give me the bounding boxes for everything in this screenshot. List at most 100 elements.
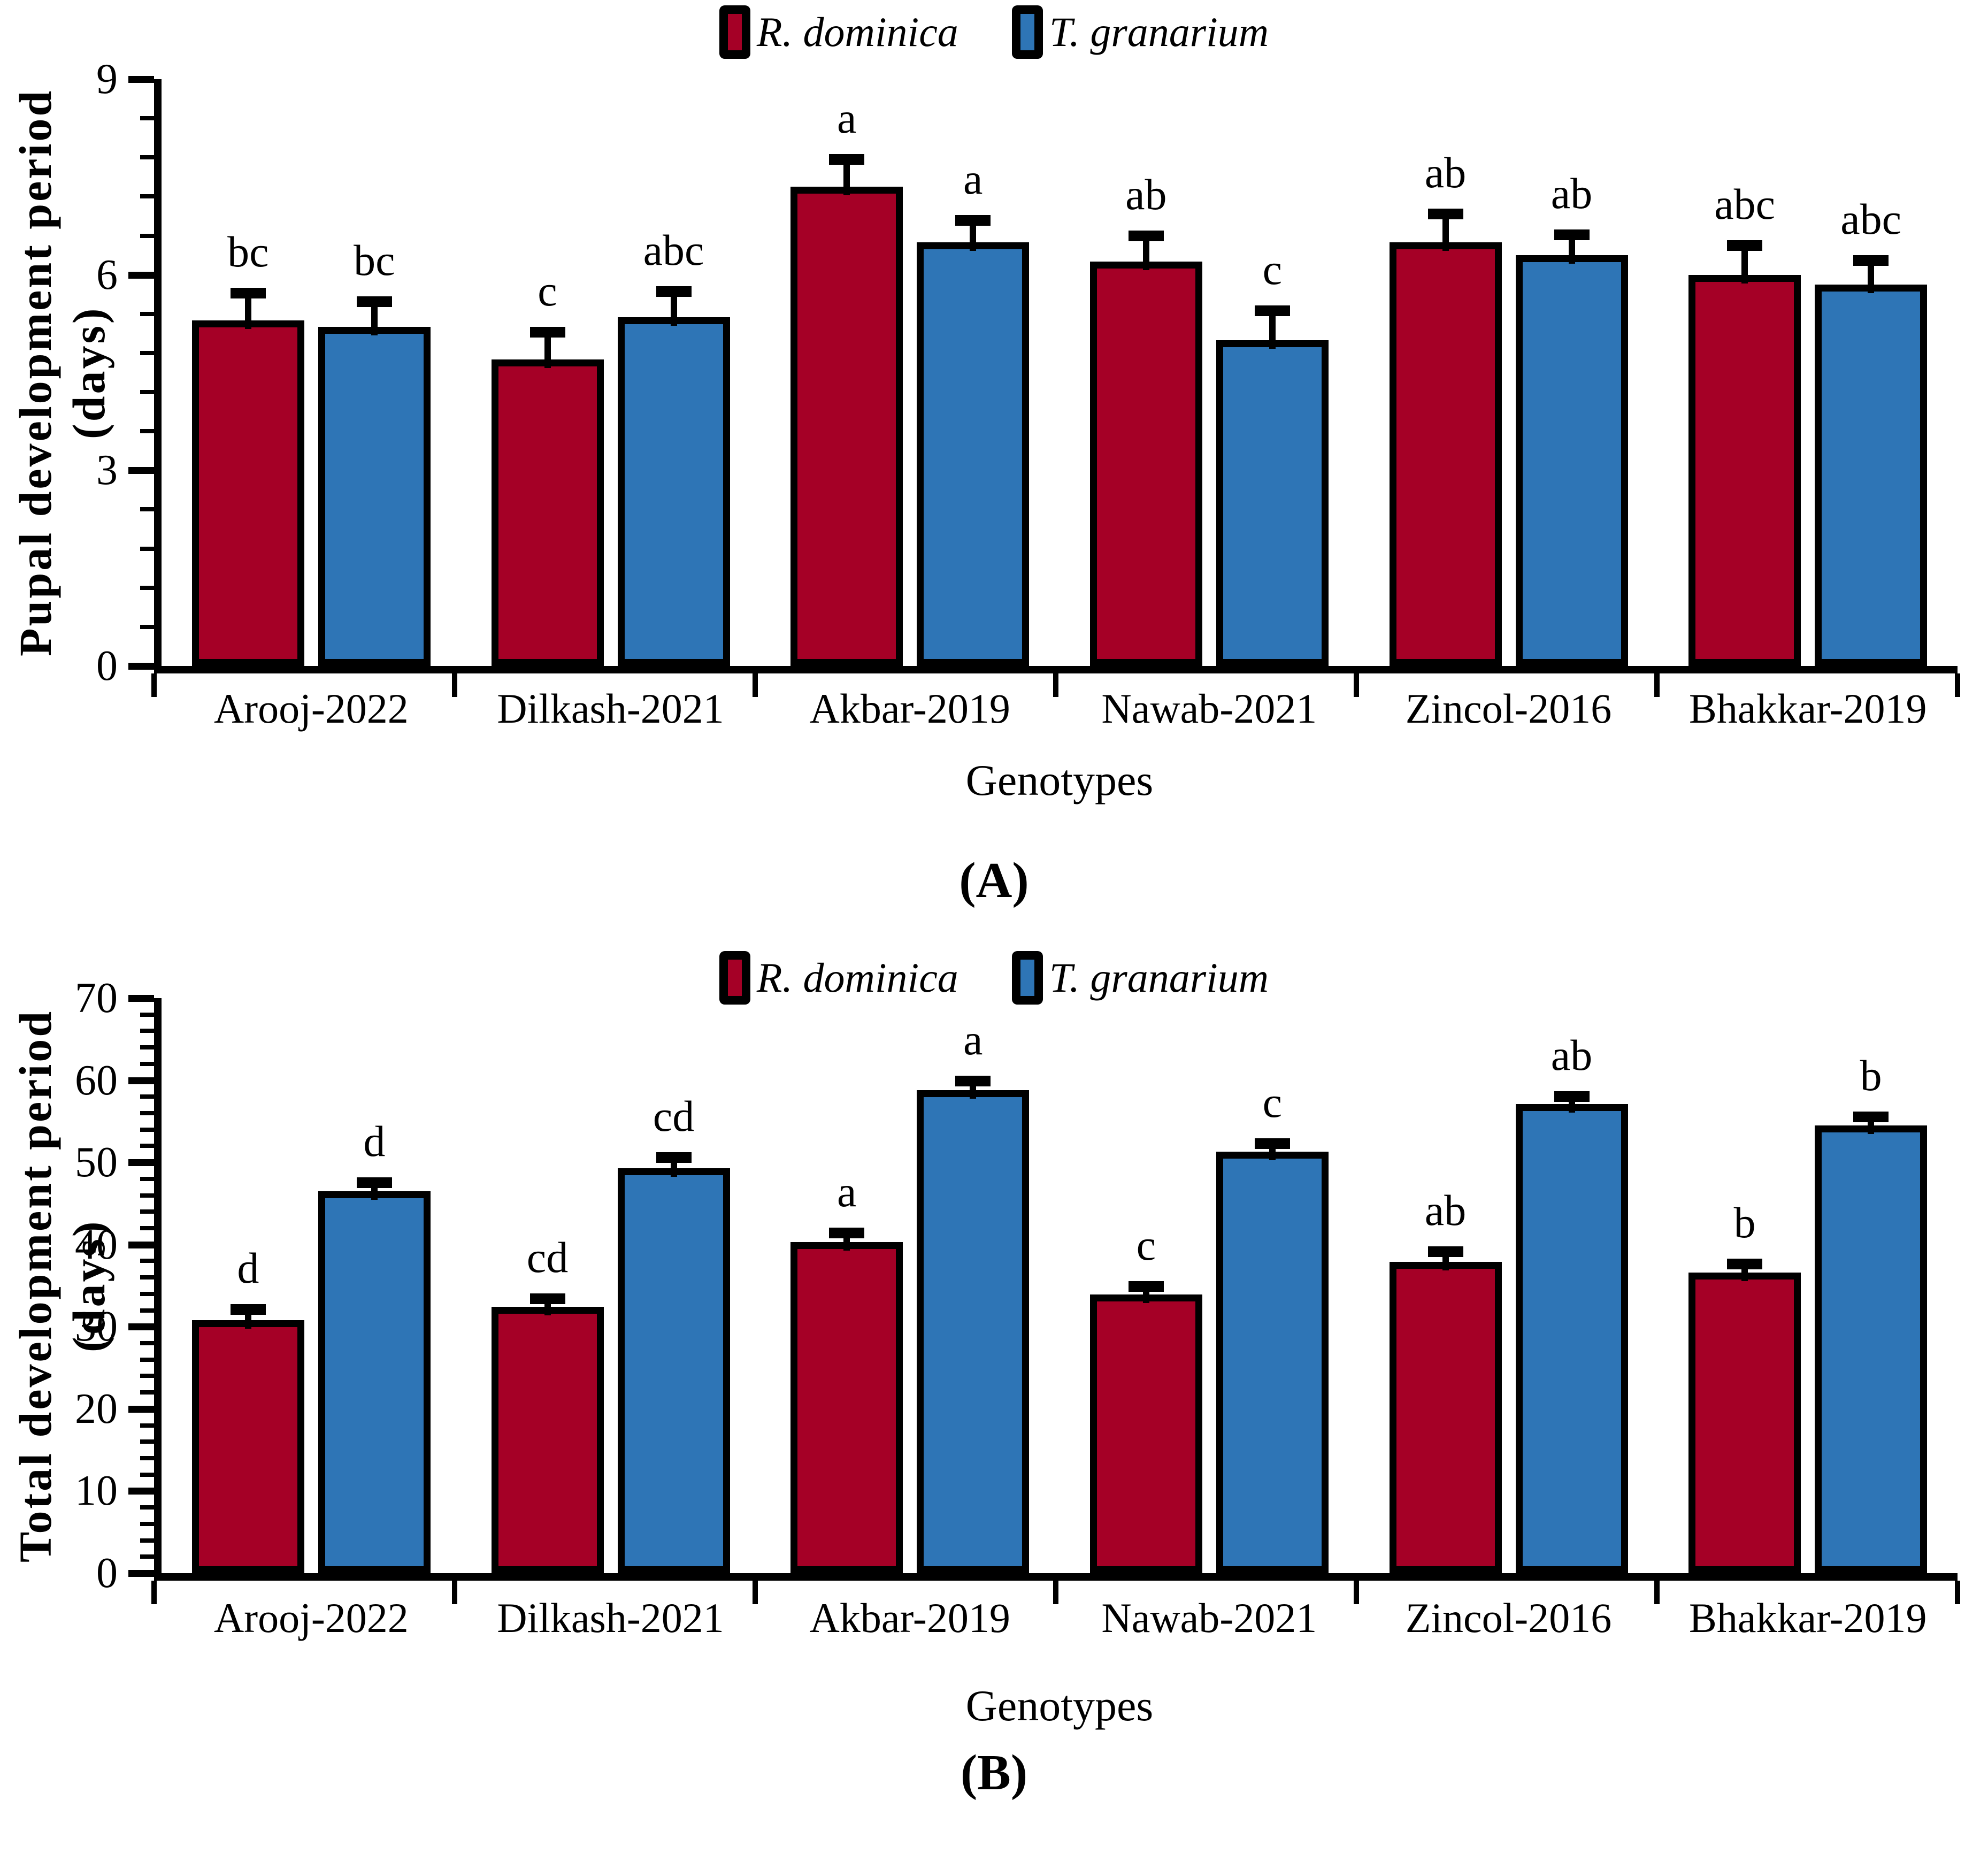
y-minor-tick: [140, 1176, 154, 1181]
y-minor-tick: [140, 546, 154, 551]
x-tick: [1955, 673, 1960, 697]
y-major-tick: [128, 1570, 154, 1577]
y-minor-tick: [140, 507, 154, 512]
error-bar-stem: [1741, 250, 1748, 284]
y-major-tick: [128, 467, 154, 474]
error-bar-stem: [244, 1313, 251, 1329]
error-bar-cap: [356, 1177, 392, 1189]
y-minor-tick: [140, 1111, 154, 1115]
category-label: Dilkash-2021: [497, 1595, 724, 1641]
y-tick-label: 50: [75, 1139, 118, 1186]
error-bar-stem: [970, 1085, 977, 1099]
y-minor-tick: [140, 1259, 154, 1263]
chart-panel-b: R. dominica T. granarium Total developmen…: [0, 920, 1988, 1854]
bar: [790, 187, 903, 666]
bar: [191, 1320, 304, 1573]
y-minor-tick: [140, 350, 154, 355]
error-bar-cap: [656, 1152, 692, 1163]
y-minor-tick: [140, 1472, 154, 1477]
y-minor-tick: [140, 1521, 154, 1526]
y-tick-label: 20: [75, 1385, 118, 1432]
bar: [318, 1191, 431, 1573]
bar: [1389, 242, 1502, 666]
significance-letter: bc: [354, 236, 395, 285]
error-bar-stem: [843, 1237, 850, 1251]
category-label: Arooj-2022: [213, 1595, 409, 1641]
error-bar-cap: [829, 154, 865, 165]
x-tick: [1053, 673, 1058, 697]
error-bar-cap: [1727, 240, 1763, 251]
y-tick-label: 60: [75, 1056, 118, 1104]
y-minor-tick: [140, 1538, 154, 1543]
error-bar-cap: [230, 1304, 266, 1315]
bar: [1515, 1104, 1628, 1573]
error-bar-stem: [371, 306, 378, 336]
error-bar-cap: [1853, 255, 1889, 266]
x-tick: [151, 1581, 157, 1604]
error-bar-stem: [670, 1161, 677, 1177]
x-tick: [1654, 1581, 1660, 1604]
y-minor-tick: [140, 1275, 154, 1280]
bar: [790, 1242, 903, 1573]
y-tick-label: 40: [75, 1221, 118, 1268]
panel-caption: (A): [959, 853, 1029, 908]
y-minor-tick: [140, 1193, 154, 1198]
y-minor-tick: [140, 1029, 154, 1033]
error-bar-stem: [544, 1303, 551, 1316]
error-bar-cap: [1727, 1259, 1763, 1270]
y-major-tick: [128, 1405, 154, 1413]
y-minor-tick: [140, 429, 154, 434]
legend-label: R. dominica: [756, 9, 958, 56]
bar: [1815, 284, 1928, 666]
error-bar-stem: [670, 295, 677, 326]
bar: [1688, 274, 1801, 666]
y-minor-tick: [140, 1341, 154, 1345]
y-major-tick: [128, 1077, 154, 1084]
error-bar-cap: [1554, 229, 1590, 240]
y-minor-tick: [140, 194, 154, 199]
legend: R. dominica T. granarium: [0, 951, 1988, 1005]
y-minor-tick: [140, 1390, 154, 1395]
significance-letter: d: [363, 1117, 386, 1166]
significance-letter: a: [836, 1167, 857, 1216]
y-major-tick: [128, 1488, 154, 1495]
significance-letter: c: [1262, 1077, 1283, 1127]
y-minor-tick: [140, 1061, 154, 1066]
y-minor-tick: [140, 1226, 154, 1230]
significance-letter: abc: [643, 225, 704, 274]
category-label: Bhakkar-2019: [1688, 1595, 1927, 1641]
legend-item: T. granarium: [1011, 5, 1269, 59]
significance-letter: b: [1733, 1198, 1756, 1247]
significance-letter: b: [1860, 1051, 1882, 1100]
y-axis-title: Pupal development period (days): [10, 88, 114, 657]
error-bar-cap: [829, 1227, 865, 1238]
significance-letter: c: [538, 266, 557, 316]
significance-letter: bc: [227, 227, 269, 277]
error-bar-cap: [529, 1293, 565, 1304]
y-minor-tick: [140, 116, 154, 121]
legend-label: T. granarium: [1049, 954, 1269, 1001]
error-bar-stem: [1142, 240, 1149, 271]
y-minor-tick: [140, 155, 154, 160]
significance-letter: ab: [1551, 168, 1593, 218]
legend-item: R. dominica: [719, 5, 958, 59]
error-bar-cap: [1254, 305, 1290, 317]
y-tick-label: 9: [96, 56, 118, 103]
y-tick-label: 3: [96, 447, 118, 494]
y-minor-tick: [140, 624, 154, 629]
category-label: Bhakkar-2019: [1688, 685, 1927, 732]
error-bar-stem: [1442, 218, 1449, 251]
y-minor-tick: [140, 1094, 154, 1099]
y-major-tick: [128, 1241, 154, 1248]
y-tick-label: 30: [75, 1303, 118, 1351]
legend-item: T. granarium: [1011, 951, 1269, 1005]
error-bar-cap: [1427, 208, 1463, 219]
bar: [1089, 262, 1202, 666]
y-minor-tick: [140, 585, 154, 590]
significance-letter: a: [963, 154, 983, 203]
x-axis-title: Genotypes: [965, 756, 1154, 805]
category-label: Akbar-2019: [809, 685, 1010, 732]
y-tick-label: 10: [75, 1467, 118, 1515]
bar: [917, 1090, 1030, 1573]
bar: [1089, 1294, 1202, 1573]
